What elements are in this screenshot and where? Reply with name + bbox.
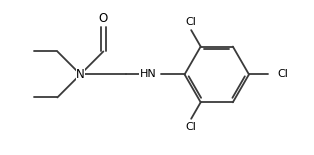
Text: O: O [99,12,108,25]
Text: Cl: Cl [186,122,197,132]
Text: Cl: Cl [186,17,197,27]
Text: N: N [76,68,85,81]
Text: HN: HN [139,69,156,79]
Text: Cl: Cl [278,69,289,79]
